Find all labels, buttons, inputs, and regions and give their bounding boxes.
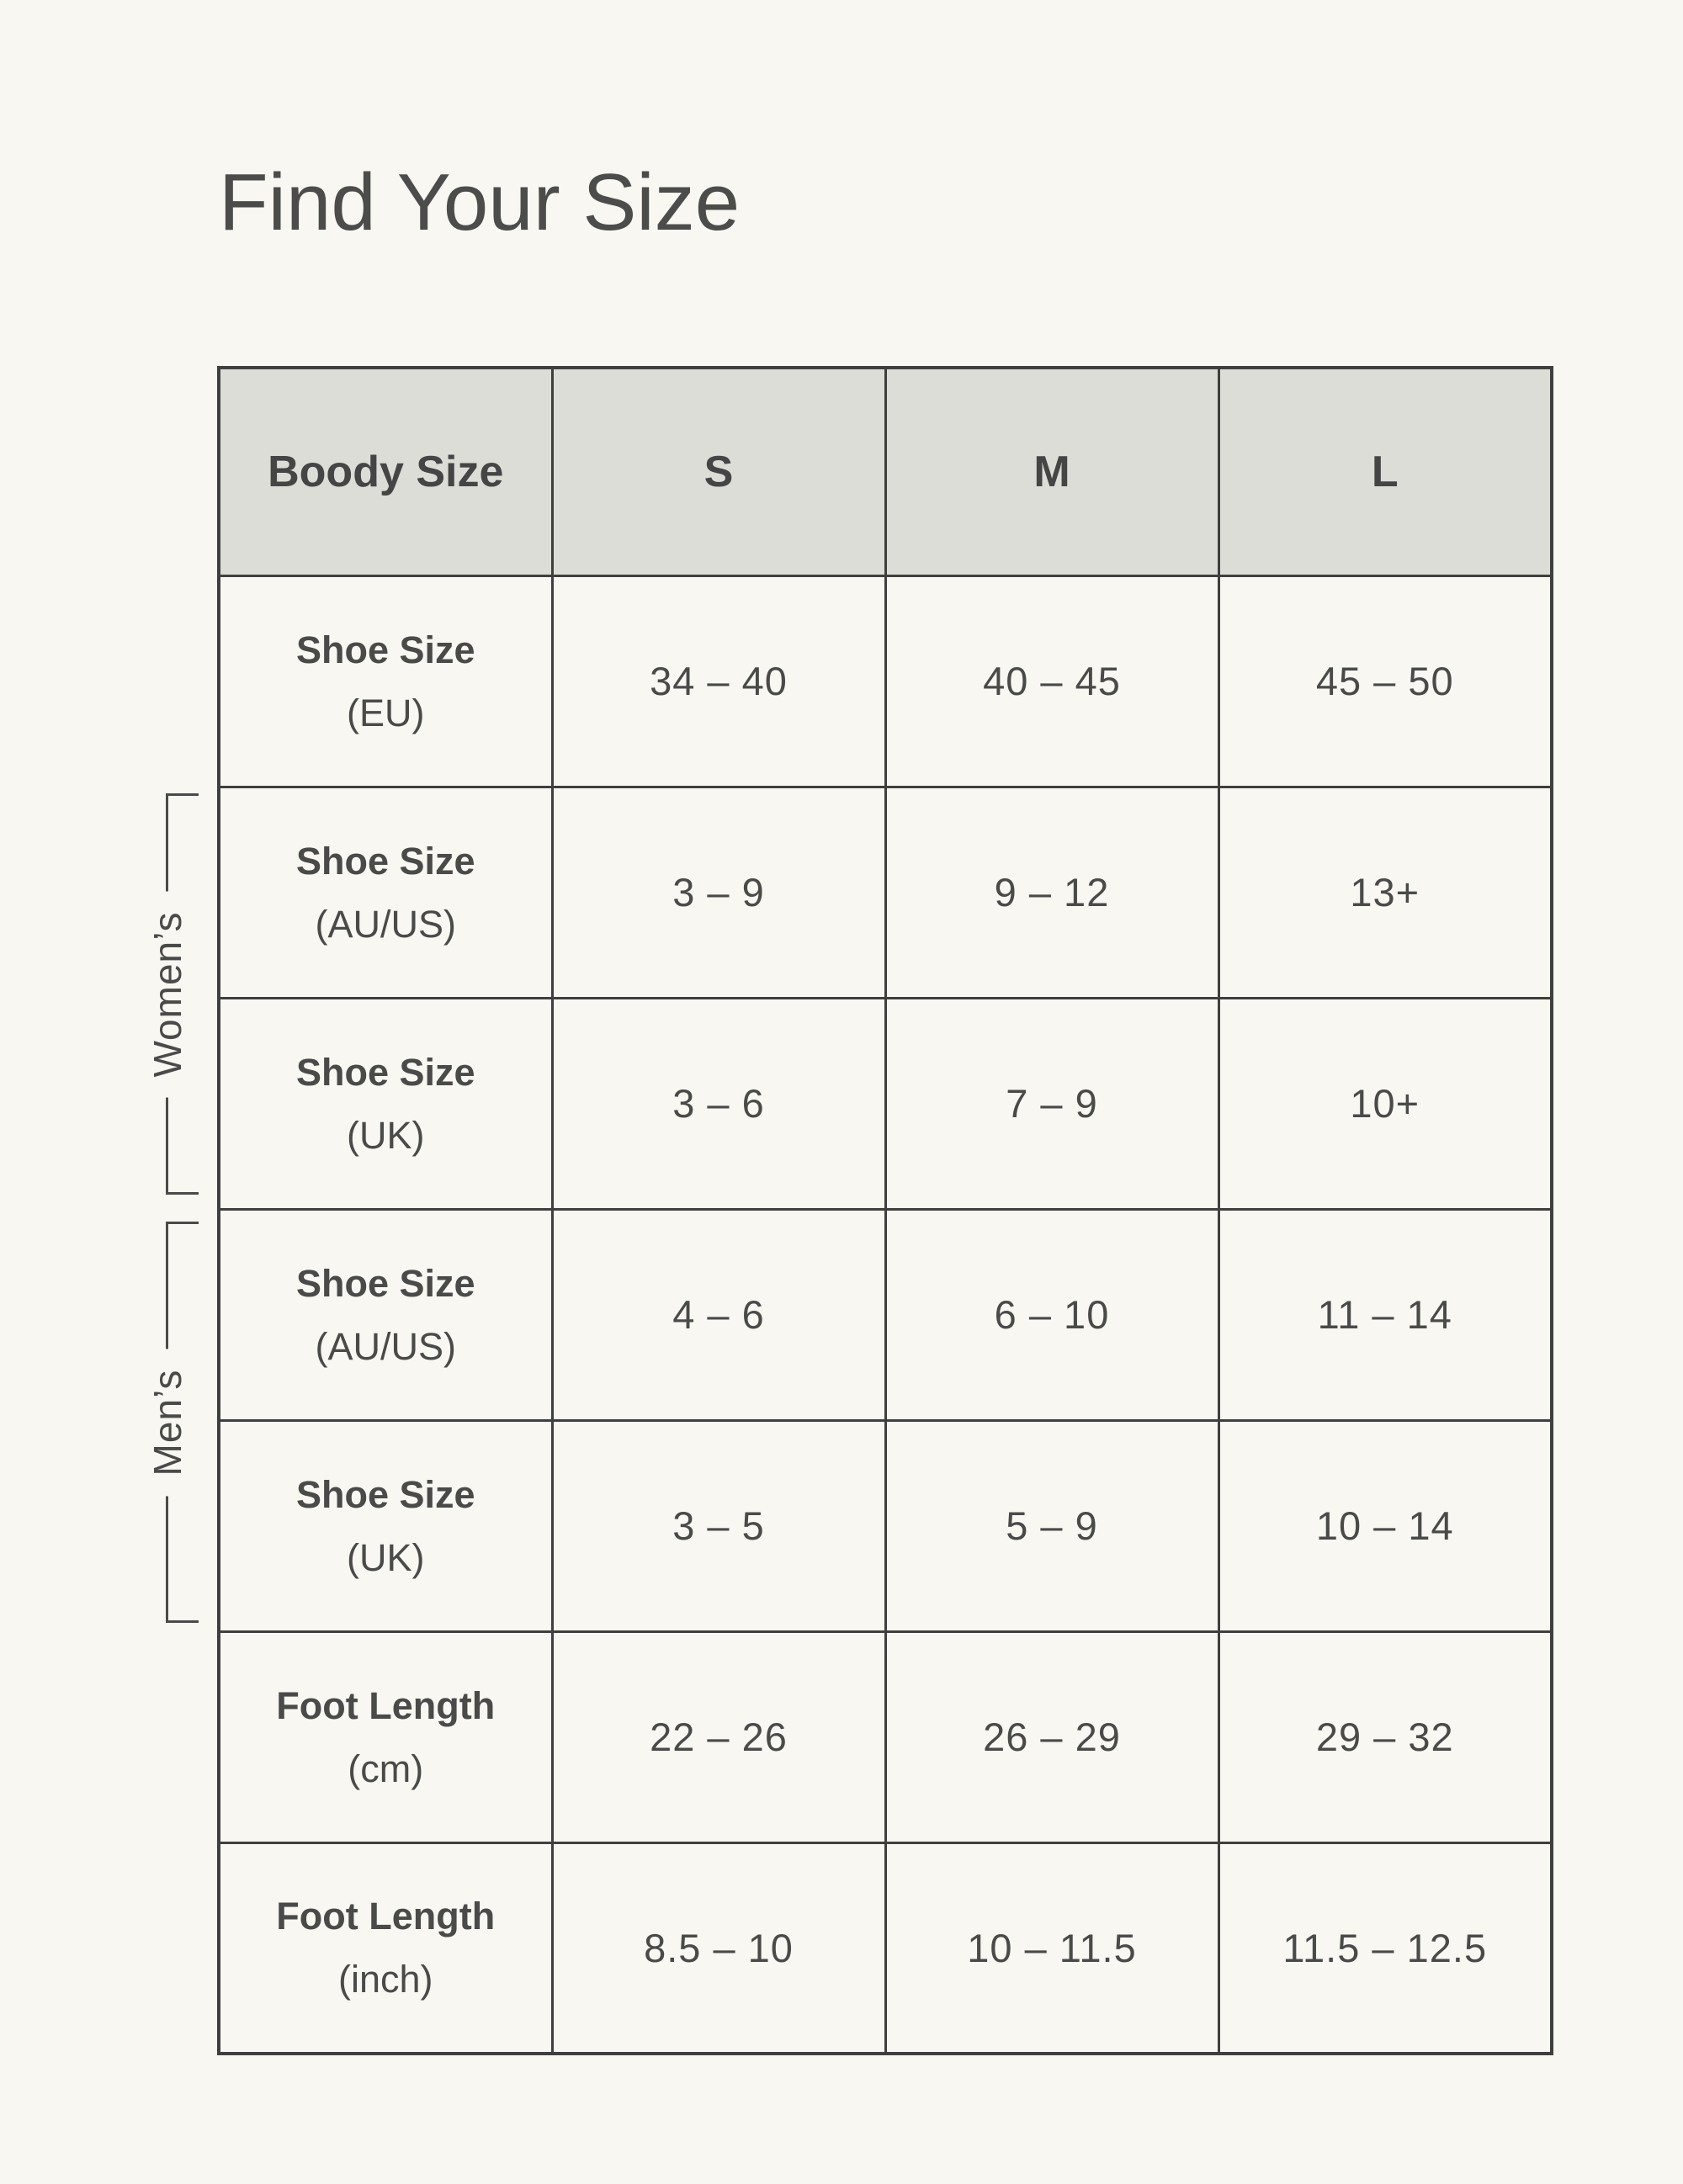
row-label: Foot Length <box>276 1683 496 1727</box>
womens-group-label: Women’s <box>138 890 197 1098</box>
row-sub-label: (EU) <box>347 691 425 734</box>
size-table-container: Boody Size S M L Shoe Size (EU) 34 – 40 … <box>217 366 1553 2055</box>
page-title: Find Your Size <box>219 157 741 247</box>
table-row: Foot Length (inch) 8.5 – 10 10 – 11.5 11… <box>217 1841 1553 2055</box>
mens-group-label: Men’s <box>138 1349 197 1496</box>
header-size-m: M <box>884 366 1220 577</box>
size-value-cell: 7 – 9 <box>884 996 1220 1211</box>
size-value-cell: 11 – 14 <box>1217 1207 1553 1422</box>
size-value-cell: 22 – 26 <box>550 1630 887 1844</box>
table-header-row: Boody Size S M L <box>217 366 1553 577</box>
row-label-cell: Foot Length (inch) <box>217 1841 554 2055</box>
row-label: Shoe Size <box>295 628 475 671</box>
size-value-cell: 40 – 45 <box>884 574 1220 788</box>
size-value-cell: 6 – 10 <box>884 1207 1220 1422</box>
size-value-cell: 4 – 6 <box>550 1207 887 1422</box>
size-value-cell: 34 – 40 <box>550 574 887 788</box>
size-value-cell: 10 – 14 <box>1217 1418 1553 1633</box>
size-value-cell: 10 – 11.5 <box>884 1841 1220 2055</box>
womens-group-bracket: Women’s <box>138 793 199 1195</box>
row-label: Shoe Size <box>295 1050 475 1094</box>
row-label: Shoe Size <box>295 1261 475 1305</box>
size-value-cell: 29 – 32 <box>1217 1630 1553 1844</box>
row-sub-label: (UK) <box>347 1535 425 1579</box>
row-sub-label: (UK) <box>347 1113 425 1157</box>
table-row: Shoe Size (AU/US) 3 – 9 9 – 12 13+ <box>217 785 1553 999</box>
size-value-cell: 5 – 9 <box>884 1418 1220 1633</box>
header-boody-size: Boody Size <box>217 366 554 577</box>
row-label: Shoe Size <box>295 839 475 883</box>
table-row: Shoe Size (UK) 3 – 5 5 – 9 10 – 14 <box>217 1418 1553 1633</box>
row-label-cell: Shoe Size (AU/US) <box>217 1207 554 1422</box>
size-value-cell: 26 – 29 <box>884 1630 1220 1844</box>
size-value-cell: 45 – 50 <box>1217 574 1553 788</box>
size-value-cell: 3 – 9 <box>550 785 887 999</box>
header-size-l: L <box>1217 366 1553 577</box>
table-row: Shoe Size (EU) 34 – 40 40 – 45 45 – 50 <box>217 574 1553 788</box>
size-value-cell: 9 – 12 <box>884 785 1220 999</box>
size-value-cell: 3 – 5 <box>550 1418 887 1633</box>
row-label-cell: Shoe Size (UK) <box>217 996 554 1211</box>
row-label: Shoe Size <box>295 1472 475 1516</box>
row-sub-label: (AU/US) <box>315 902 457 946</box>
table-row: Shoe Size (UK) 3 – 6 7 – 9 10+ <box>217 996 1553 1211</box>
table-row: Shoe Size (AU/US) 4 – 6 6 – 10 11 – 14 <box>217 1207 1553 1422</box>
row-label-cell: Shoe Size (AU/US) <box>217 785 554 999</box>
size-value-cell: 10+ <box>1217 996 1553 1211</box>
size-value-cell: 3 – 6 <box>550 996 887 1211</box>
row-label: Foot Length <box>276 1895 496 1938</box>
size-value-cell: 11.5 – 12.5 <box>1217 1841 1553 2055</box>
row-sub-label: (inch) <box>337 1958 433 2001</box>
size-value-cell: 13+ <box>1217 785 1553 999</box>
header-size-s: S <box>550 366 887 577</box>
table-row: Foot Length (cm) 22 – 26 26 – 29 29 – 32 <box>217 1630 1553 1844</box>
mens-group-bracket: Men’s <box>138 1222 199 1623</box>
size-table: Boody Size S M L Shoe Size (EU) 34 – 40 … <box>217 366 1553 2055</box>
row-label-cell: Foot Length (cm) <box>217 1630 554 1844</box>
row-sub-label: (AU/US) <box>315 1324 457 1368</box>
row-label-cell: Shoe Size (UK) <box>217 1418 554 1633</box>
row-sub-label: (cm) <box>348 1747 424 1790</box>
size-value-cell: 8.5 – 10 <box>550 1841 887 2055</box>
row-label-cell: Shoe Size (EU) <box>217 574 554 788</box>
